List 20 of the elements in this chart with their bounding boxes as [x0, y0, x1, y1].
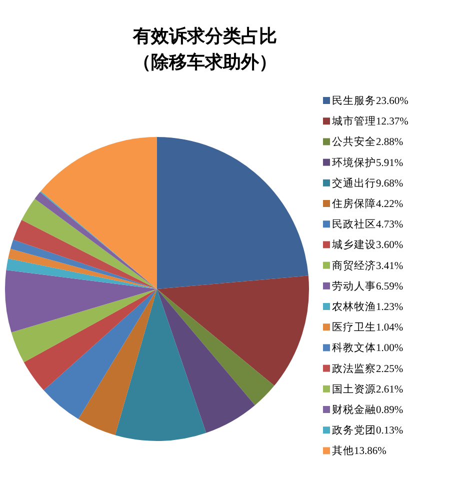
legend-label: 政法监察2.25% — [332, 362, 404, 375]
legend-label: 其他13.86% — [332, 444, 387, 458]
legend-label: 交通出行9.68% — [332, 176, 404, 190]
legend-label: 民政社区4.73% — [332, 218, 404, 231]
legend-label: 住房保障4.22% — [332, 197, 404, 210]
legend-label: 科教文体1.00% — [332, 341, 404, 354]
legend-label: 政务党团0.13% — [332, 424, 404, 437]
chart-title: 有效诉求分类占比 — [132, 26, 277, 46]
legend-label: 商贸经济3.41% — [332, 258, 404, 272]
legend-label: 环境保护5.91% — [332, 156, 404, 169]
legend-label: 财税金融0.89% — [332, 403, 404, 416]
legend-label: 医疗卫生1.04% — [332, 320, 404, 334]
legend-label: 城乡建设3.60% — [331, 238, 404, 252]
legend-label: 国土资源2.61% — [332, 382, 404, 396]
legend-label: 农林牧渔1.23% — [332, 300, 404, 313]
legend-label: 劳动人事6.59% — [332, 279, 404, 292]
legend-label: 公共安全2.88% — [332, 135, 404, 148]
legend-label: 民生服务23.60% — [332, 94, 409, 107]
legend-label: 城市管理12.37% — [331, 114, 409, 128]
chart-subtitle: （除移车求助外） — [133, 52, 277, 72]
